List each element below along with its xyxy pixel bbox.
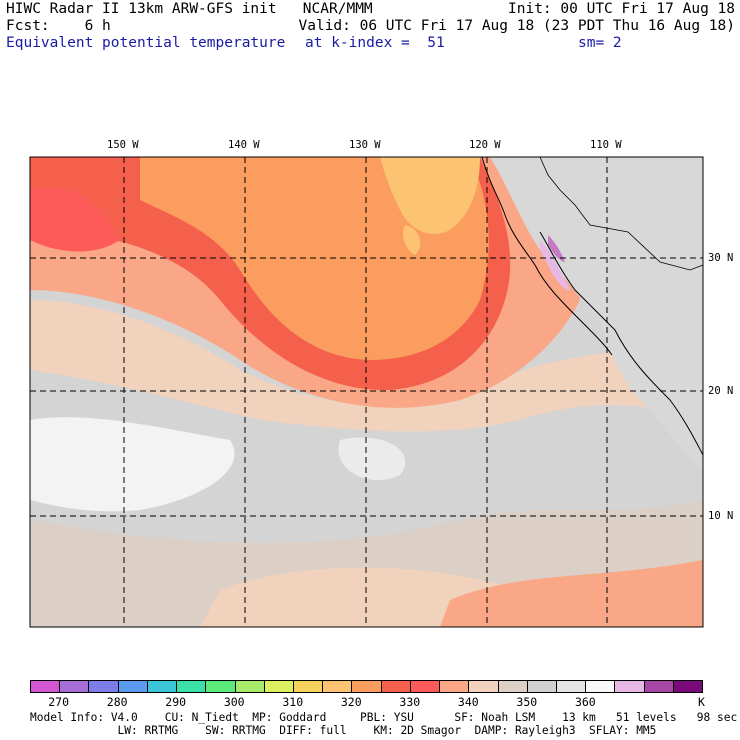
valid-time: Valid: 06 UTC Fri 17 Aug 18 (23 PDT Thu … — [298, 18, 736, 34]
field-name: Equivalent potential temperature — [6, 35, 286, 51]
colorbar-swatch — [381, 681, 411, 692]
lon-label-130w: 130 W — [349, 139, 381, 151]
colorbar-swatch — [147, 681, 178, 692]
lon-label-110w: 110 W — [590, 139, 622, 151]
model-info-line-2: LW: RRTMG SW: RRTMG DIFF: full KM: 2D Sm… — [30, 724, 657, 737]
lat-label-20n: 20 N — [708, 385, 734, 397]
colorbar-tick-label: 330 — [399, 695, 421, 709]
level-index: at k-index = 51 — [305, 35, 445, 51]
colorbar-tick-label: 290 — [165, 695, 187, 709]
colorbar-tick-label: 360 — [574, 695, 596, 709]
colorbar-swatch — [89, 681, 119, 692]
lon-label-140w: 140 W — [228, 139, 260, 151]
colorbar-tick-label: 270 — [48, 695, 70, 709]
colorbar-swatch — [206, 681, 236, 692]
colorbar-swatch — [673, 681, 703, 692]
colorbar-swatch — [527, 681, 557, 692]
colorbar-swatch — [323, 681, 353, 692]
colorbar-tick-label: 310 — [282, 695, 304, 709]
lat-label-10n: 10 N — [708, 510, 734, 522]
lon-label-120w: 120 W — [469, 139, 501, 151]
model-title: HIWC Radar II 13km ARW-GFS init NCAR/MMM — [6, 1, 373, 17]
lat-label-30n: 30 N — [708, 252, 734, 264]
colorbar-swatch — [410, 681, 441, 692]
lon-label-150w: 150 W — [107, 139, 139, 151]
colorbar-swatch — [469, 681, 499, 692]
colorbar-swatch — [60, 681, 90, 692]
colorbar-tick-label: 300 — [223, 695, 245, 709]
colorbar-tick-label: 350 — [516, 695, 538, 709]
colorbar-swatch — [118, 681, 148, 692]
colorbar-tick-label: 340 — [457, 695, 479, 709]
colorbar-swatch — [615, 681, 645, 692]
forecast-hour: Fcst: 6 h — [6, 18, 111, 34]
model-info-line-1: Model Info: V4.0 CU: N_Tiedt MP: Goddard… — [30, 711, 738, 724]
smoothing-value: sm= 2 — [578, 35, 622, 51]
colorbar-swatch — [498, 681, 528, 692]
colorbar-tick-label: 280 — [106, 695, 128, 709]
colorbar — [30, 680, 703, 693]
colorbar-swatch — [293, 681, 324, 692]
colorbar-swatch — [352, 681, 382, 692]
colorbar-swatch — [235, 681, 265, 692]
colorbar-swatch — [177, 681, 207, 692]
colorbar-swatch — [31, 681, 61, 692]
colorbar-swatch — [264, 681, 294, 692]
init-time: Init: 00 UTC Fri 17 Aug 18 — [508, 1, 735, 17]
colorbar-units: K — [698, 695, 705, 709]
colorbar-swatch — [644, 681, 674, 692]
colorbar-tick-label: 320 — [340, 695, 362, 709]
colorbar-swatch — [440, 681, 470, 692]
colorbar-swatch — [586, 681, 616, 692]
colorbar-swatch — [556, 681, 587, 692]
